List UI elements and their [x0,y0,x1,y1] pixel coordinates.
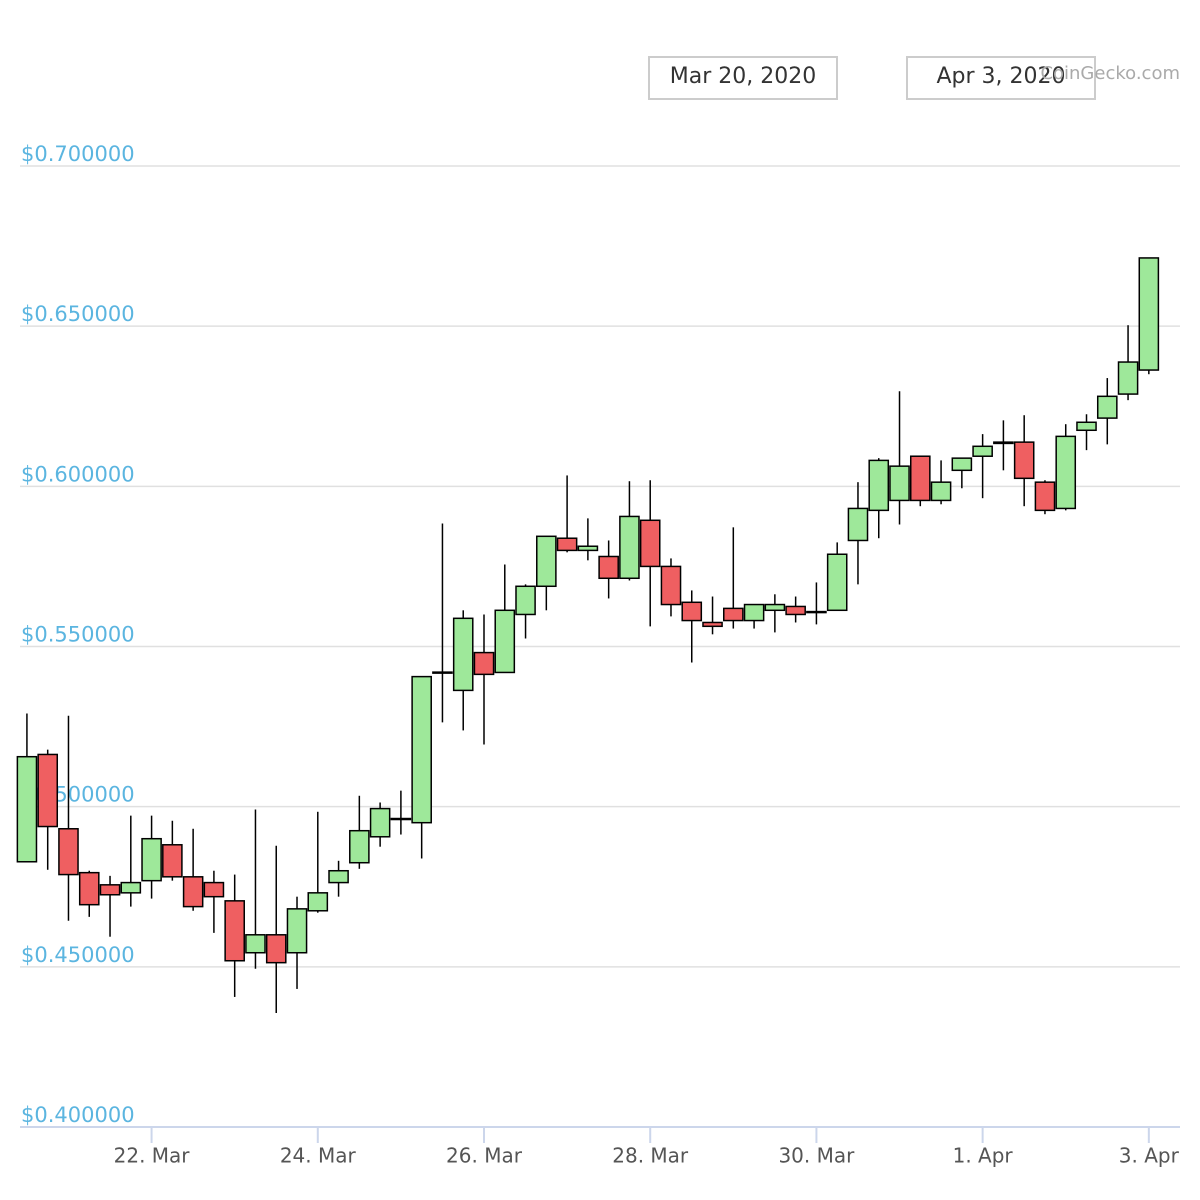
candle-body [1117,361,1139,395]
candle-body [764,603,786,612]
x-tick-label: 22. Mar [114,1144,191,1168]
candle-body [743,603,765,622]
candle-body [245,934,266,954]
candle-body [16,755,38,863]
candle-body [203,881,225,898]
candle-body [411,675,432,824]
candle-body [889,465,910,502]
range-to[interactable]: Apr 3, 2020 [936,64,1065,89]
y-tick-label: $0.650000 [21,302,135,326]
candle-body [1013,441,1035,480]
candle-body [1034,481,1056,512]
candle-body [702,621,723,628]
x-tick-label: 28. Mar [612,1144,689,1168]
credit: CoinGecko.com [1040,63,1180,84]
candle-body [681,601,703,622]
candle-body [452,617,474,692]
x-tick-label: 1. Apr [953,1144,1014,1168]
candle-body [78,871,100,906]
y-tick-label: $0.450000 [21,943,135,967]
candle-body [515,585,536,616]
candle-body [639,519,661,568]
candle-body [265,934,287,964]
date-box[interactable] [906,56,1096,100]
y-tick-label: $0.600000 [21,462,135,486]
candle-body [328,869,349,884]
candle-body [598,555,619,580]
candle-body [785,605,806,616]
candle-body [577,545,599,552]
candle-body [58,828,79,876]
candle-body [473,651,495,676]
candle-body [349,829,370,864]
candle-body [120,881,142,894]
candle-body [847,507,869,542]
range-from[interactable]: Mar 20, 2020 [670,64,816,89]
candle-body [1076,421,1097,432]
candle-body [99,884,121,896]
candle-body [141,837,162,882]
candle-body [930,481,952,502]
y-tick-label: $0.700000 [21,142,135,166]
candle-body [1096,395,1118,419]
x-tick-label: 3. Apr [1119,1144,1180,1168]
candle-body [37,753,59,828]
candle-body [723,607,744,622]
candle-body [1055,435,1077,510]
candle-body [494,609,516,674]
candle-body [972,445,993,457]
candle-body [224,900,245,962]
candle-body [868,459,890,512]
candle-body [993,441,1014,445]
candle-body [286,908,308,954]
candle-body [619,515,640,580]
candle-body [1138,257,1160,371]
candle-body [182,876,204,908]
candle-body [660,565,682,606]
candle-body [556,537,578,552]
candle-body [432,671,453,674]
date-box[interactable] [648,56,838,100]
candle-body [806,610,827,614]
x-tick-label: 30. Mar [778,1144,855,1168]
candle-body [307,892,329,912]
y-tick-label: $0.550000 [21,623,135,647]
candle-body [826,553,848,612]
candle-body [536,535,557,588]
y-tick-label: $0.400000 [21,1103,135,1127]
candle-body [951,457,973,472]
x-tick-label: 26. Mar [446,1144,523,1168]
candle-body [390,817,412,821]
candle-body [909,455,931,502]
candle-body [162,844,183,878]
x-tick-label: 24. Mar [280,1144,357,1168]
candle-body [369,807,391,838]
